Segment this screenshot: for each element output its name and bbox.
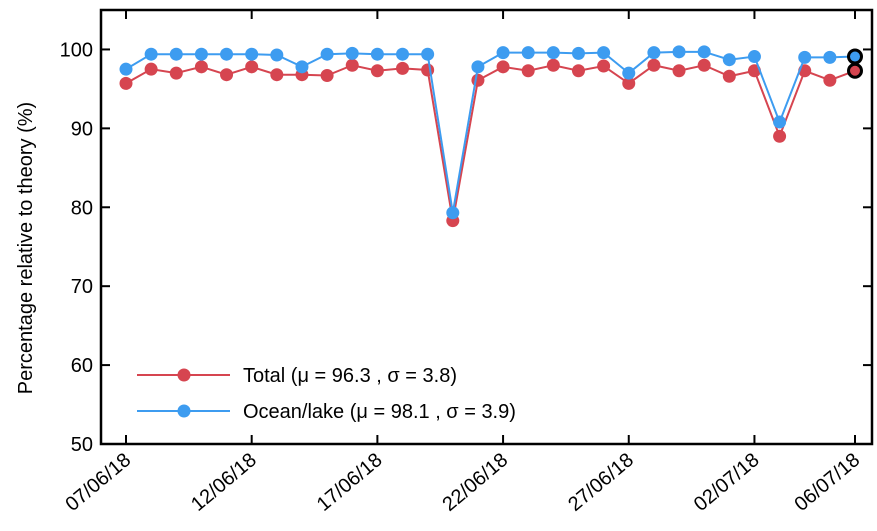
series-line [125,50,856,213]
data-point [546,58,560,72]
data-point [169,47,183,61]
data-point [622,76,636,90]
data-point [823,73,837,87]
y-axis-title: Percentage relative to theory (%) [15,102,37,394]
data-point [245,60,259,74]
data-point [370,47,384,61]
data-point [119,62,133,76]
data-point [697,58,711,72]
legend: Total (μ = 96.3 , σ = 3.8) Ocean/lake (μ… [137,365,516,423]
data-point [823,50,837,64]
data-point [245,47,259,61]
legend-swatch-total-marker [177,368,191,382]
y-tick-label: 70 [71,276,93,298]
data-point [220,47,234,61]
data-point [320,68,334,82]
data-point [622,66,636,80]
x-tick-label: 27/06/18 [564,449,638,516]
y-tick-label: 90 [71,118,93,140]
data-point [571,46,585,60]
x-tick-label: 07/06/18 [61,449,135,516]
data-point [521,46,535,60]
data-point [697,45,711,59]
data-point [144,47,158,61]
y-tick-label: 80 [71,197,93,219]
data-point [396,61,410,75]
data-point [496,46,510,60]
data-point [798,50,812,64]
data-point [270,48,284,62]
y-tick-label: 100 [60,39,93,61]
data-point [370,64,384,78]
plot-border [99,8,874,446]
data-point [546,46,560,60]
data-point [647,46,661,60]
x-axis-ticks: 07/06/18 12/06/18 17/06/18 22/06/18 27/06/18… [61,10,864,516]
data-point [396,47,410,61]
data-point [119,76,133,90]
data-point [773,115,787,129]
data-point [597,59,611,73]
data-point [747,50,761,64]
series-line [125,64,856,221]
data-point [446,206,460,220]
data-point [194,60,208,74]
data-point [270,68,284,82]
axes-frame [99,8,874,446]
data-point [597,46,611,60]
data-point [647,58,661,72]
x-tick-label: 22/06/18 [438,449,512,516]
data-point-highlighted [847,48,863,65]
data-point [571,64,585,78]
data-point [672,64,686,78]
data-point [345,46,359,60]
y-axis-ticks: 50 60 70 80 90 100 [60,39,872,456]
data-point [421,63,435,77]
data-point [773,129,787,143]
data-point [496,60,510,74]
x-tick-label: 12/06/18 [187,449,261,516]
data-point [345,58,359,72]
data-point [672,45,686,59]
series-layer [119,45,863,228]
x-tick-label: 02/07/18 [690,449,764,516]
data-point [421,47,435,61]
y-tick-label: 50 [71,434,93,456]
legend-swatch-ocean-marker [177,404,191,418]
data-point-highlighted [847,62,863,79]
data-point [144,62,158,76]
legend-label-ocean: Ocean/lake (μ = 98.1 , σ = 3.9) [243,401,516,423]
data-point [722,53,736,67]
data-point [169,66,183,80]
data-point [471,60,485,74]
data-point [521,64,535,78]
x-tick-label: 06/07/18 [790,449,864,516]
data-point [471,73,485,87]
data-point [295,60,309,74]
y-tick-label: 60 [71,355,93,377]
data-point [220,68,234,82]
x-tick-label: 17/06/18 [313,449,387,516]
data-point [320,47,334,61]
series-total [119,58,863,228]
data-point [194,47,208,61]
legend-label-total: Total (μ = 96.3 , σ = 3.8) [243,365,457,387]
series-ocean-lake [119,45,863,220]
data-point [722,69,736,83]
